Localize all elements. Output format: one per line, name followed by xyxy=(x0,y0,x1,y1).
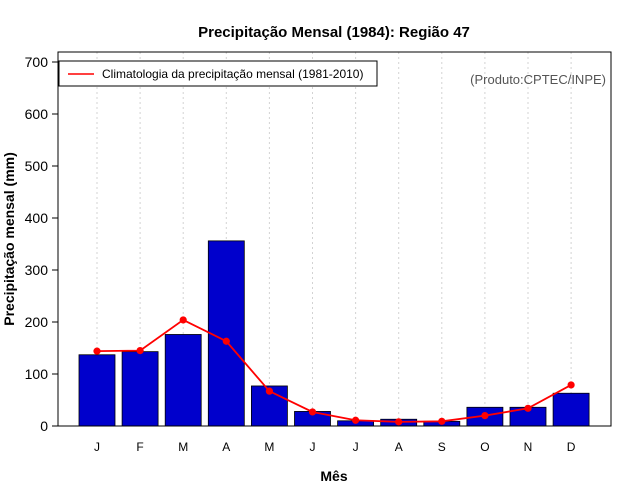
climatology-point-4 xyxy=(265,387,273,395)
bar-1 xyxy=(121,351,159,427)
bar-0 xyxy=(78,354,116,427)
climatology-point-10 xyxy=(524,404,532,412)
x-tick-label-5: J xyxy=(310,440,316,454)
source-annotation: (Produto:CPTEC/INPE) xyxy=(470,72,606,87)
bar-11 xyxy=(552,392,590,427)
x-tick-label-11: D xyxy=(567,440,576,454)
y-tick-label-3: 300 xyxy=(25,262,49,278)
x-tick-label-6: J xyxy=(353,440,359,454)
climatology-line xyxy=(96,318,572,423)
y-tick-label-5: 500 xyxy=(25,158,49,174)
bars-group xyxy=(78,240,590,427)
y-tick-label-2: 200 xyxy=(25,314,49,330)
y-tick-label-0: 0 xyxy=(40,418,48,434)
y-tick-label-1: 100 xyxy=(25,366,49,382)
x-tick-label-1: F xyxy=(136,440,143,454)
x-tick-label-10: N xyxy=(524,440,533,454)
legend-box xyxy=(58,60,378,87)
y-axis-title: Precipitação mensal (mm) xyxy=(1,152,17,326)
x-tick-label-4: M xyxy=(264,440,274,454)
climatology-point-2 xyxy=(179,316,187,324)
plot-frame xyxy=(57,51,612,427)
x-tick-label-3: A xyxy=(222,440,230,454)
chart-title: Precipitação Mensal (1984): Região 47 xyxy=(198,24,470,41)
climatology-point-6 xyxy=(352,416,360,424)
climatology-point-9 xyxy=(481,412,489,420)
climatology-point-0 xyxy=(93,347,101,355)
x-tick-label-2: M xyxy=(178,440,188,454)
climatology-point-5 xyxy=(308,408,317,416)
legend: Climatologia da precipitação mensal (198… xyxy=(58,60,378,87)
y-tick-label-7: 700 xyxy=(25,54,49,70)
climatology-point-1 xyxy=(136,347,144,355)
climatology-point-3 xyxy=(222,337,230,345)
x-tick-label-7: A xyxy=(395,440,403,454)
y-axis: 0 100 200 300 400 500 600 700 xyxy=(25,54,58,434)
y-tick-label-6: 600 xyxy=(25,106,49,122)
y-tick-label-4: 400 xyxy=(25,210,49,226)
x-tick-label-8: S xyxy=(438,440,446,454)
bar-2 xyxy=(164,334,202,427)
climatology-point-11 xyxy=(567,381,575,389)
x-tick-label-9: O xyxy=(480,440,489,454)
x-tick-label-0: J xyxy=(94,440,100,454)
x-axis-title: Mês xyxy=(320,468,347,484)
climatology-point-8 xyxy=(438,417,446,425)
climatology-line-group xyxy=(93,316,575,426)
bar-3 xyxy=(207,240,245,427)
legend-label: Climatologia da precipitação mensal (198… xyxy=(102,67,363,81)
climatology-point-7 xyxy=(395,418,403,426)
